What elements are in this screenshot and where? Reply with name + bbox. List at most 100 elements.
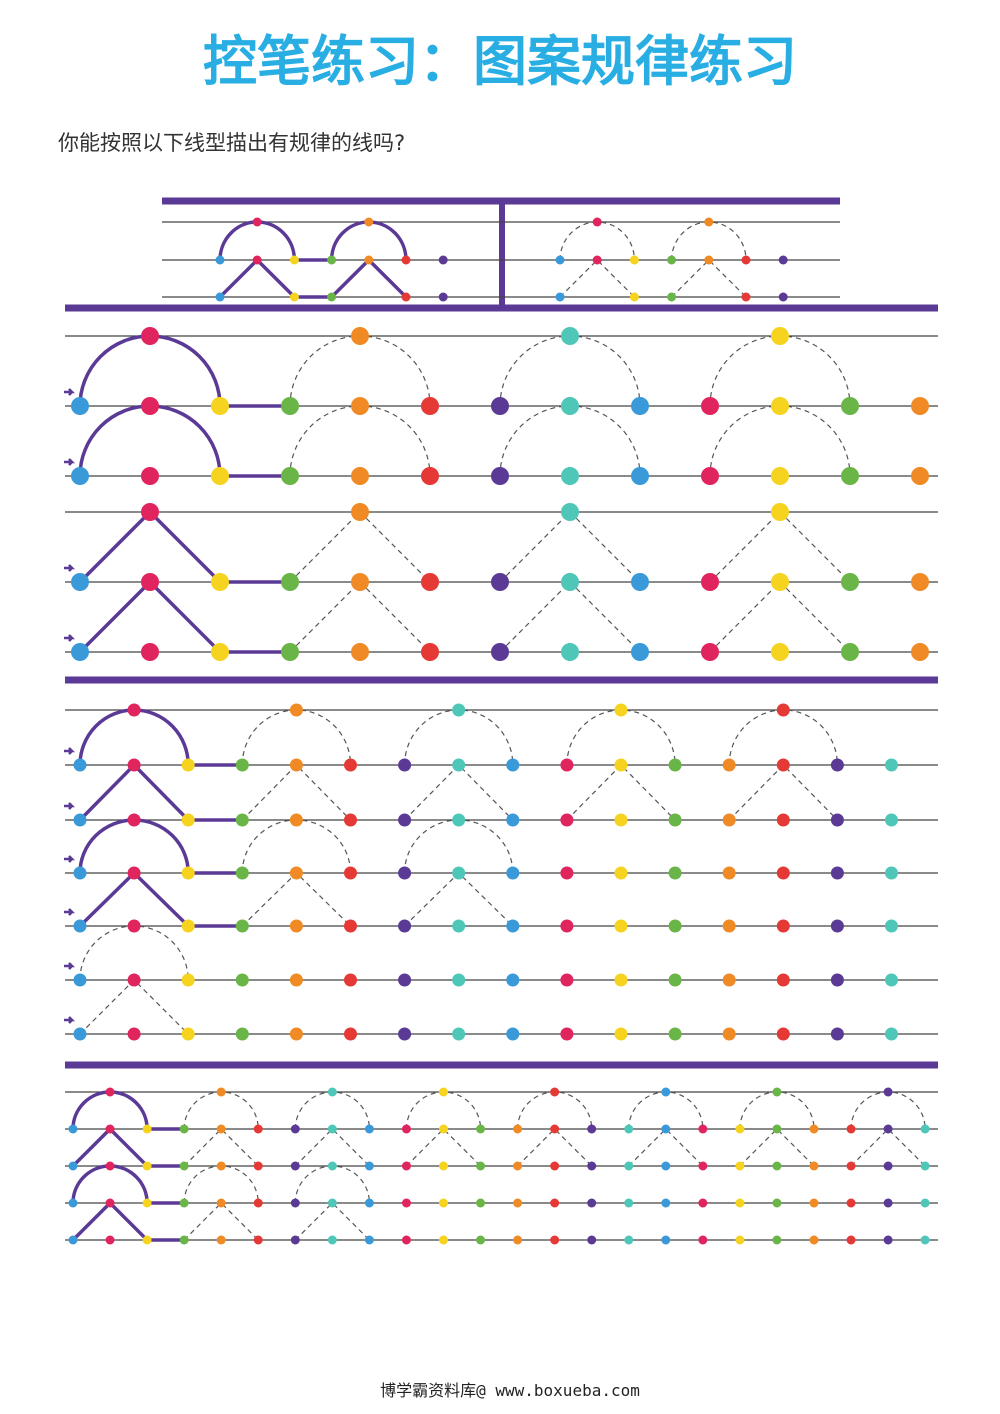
solid-zigzag <box>78 870 190 928</box>
solid-arc <box>78 708 190 766</box>
dot <box>438 255 448 265</box>
dot <box>550 1161 560 1171</box>
dot <box>920 1124 930 1134</box>
dot <box>142 1124 152 1134</box>
dot <box>179 1235 189 1245</box>
solid-zigzag <box>78 762 190 822</box>
title: 控笔练习：图案规律练习 <box>203 30 797 93</box>
dot <box>401 1161 411 1171</box>
dot <box>439 1161 448 1171</box>
start-arrow <box>64 802 76 810</box>
dot <box>327 1198 337 1208</box>
dot <box>661 1235 671 1245</box>
dot <box>661 1161 671 1171</box>
dashed-zigzag <box>183 1128 259 1167</box>
dashed-zigzag <box>241 872 351 927</box>
dot <box>344 866 357 880</box>
dot <box>179 1198 189 1208</box>
dot <box>252 255 262 265</box>
dot <box>73 1027 87 1041</box>
dot <box>344 1027 357 1041</box>
dot <box>778 292 788 302</box>
dot <box>722 866 736 880</box>
dot <box>735 1124 745 1134</box>
dot <box>491 467 509 485</box>
dot <box>506 813 520 827</box>
dot <box>364 1235 374 1245</box>
dot <box>668 813 682 827</box>
dot <box>141 327 159 345</box>
dot <box>216 1124 226 1134</box>
dot <box>216 1198 226 1208</box>
dot <box>211 573 229 591</box>
dot <box>701 573 719 591</box>
dot <box>289 813 303 827</box>
dot <box>327 1161 337 1171</box>
dot <box>281 397 299 415</box>
dot <box>253 1161 263 1171</box>
dot <box>735 1235 745 1245</box>
dot <box>513 1161 523 1171</box>
solid-zigzag <box>71 1200 149 1242</box>
dot <box>364 255 374 265</box>
dot <box>141 643 159 661</box>
dot <box>920 1161 930 1171</box>
dot <box>71 397 89 415</box>
dot <box>920 1198 930 1208</box>
dot <box>452 973 466 987</box>
dot <box>846 1124 856 1134</box>
dot <box>561 467 579 485</box>
dot <box>476 1161 486 1171</box>
dot <box>513 1198 523 1208</box>
dot <box>885 758 898 772</box>
start-arrow <box>64 388 76 396</box>
dot <box>344 813 357 827</box>
dot <box>327 1087 337 1097</box>
dot <box>883 1235 893 1245</box>
dot <box>560 866 574 880</box>
dot <box>401 292 411 302</box>
dot <box>289 866 303 880</box>
dot <box>327 255 337 265</box>
dot <box>73 919 87 933</box>
dot <box>506 919 520 933</box>
dot <box>722 758 736 772</box>
dot <box>421 467 439 485</box>
dot <box>105 1087 115 1097</box>
dot <box>290 1124 300 1134</box>
dot <box>235 919 249 933</box>
dot <box>561 643 579 661</box>
dot <box>364 1198 374 1208</box>
dot <box>587 1124 597 1134</box>
start-arrow <box>64 908 76 916</box>
instruction: 你能按照以下线型描出有规律的线吗? <box>58 131 405 155</box>
dot <box>704 217 714 227</box>
solid-arc <box>71 1090 149 1130</box>
dot <box>667 292 677 302</box>
dashed-arc <box>183 1165 259 1204</box>
dot <box>776 813 790 827</box>
dot <box>885 919 898 933</box>
dashed-zigzag <box>499 581 641 653</box>
dashed-zigzag <box>709 511 851 583</box>
dot <box>550 1124 560 1134</box>
dot <box>614 919 628 933</box>
dashed-zigzag <box>850 1128 926 1167</box>
dot <box>885 973 898 987</box>
dot <box>587 1161 597 1171</box>
dot <box>560 813 574 827</box>
solid-zigzag <box>71 1126 149 1168</box>
dot <box>513 1235 523 1245</box>
dot <box>741 255 751 265</box>
dot <box>629 292 639 302</box>
dot <box>631 467 649 485</box>
dot <box>289 255 299 265</box>
dot <box>771 503 789 521</box>
dot <box>344 973 357 987</box>
dashed-arc <box>289 335 431 407</box>
dot <box>401 1235 411 1245</box>
dot <box>661 1087 671 1097</box>
dot <box>252 217 262 227</box>
